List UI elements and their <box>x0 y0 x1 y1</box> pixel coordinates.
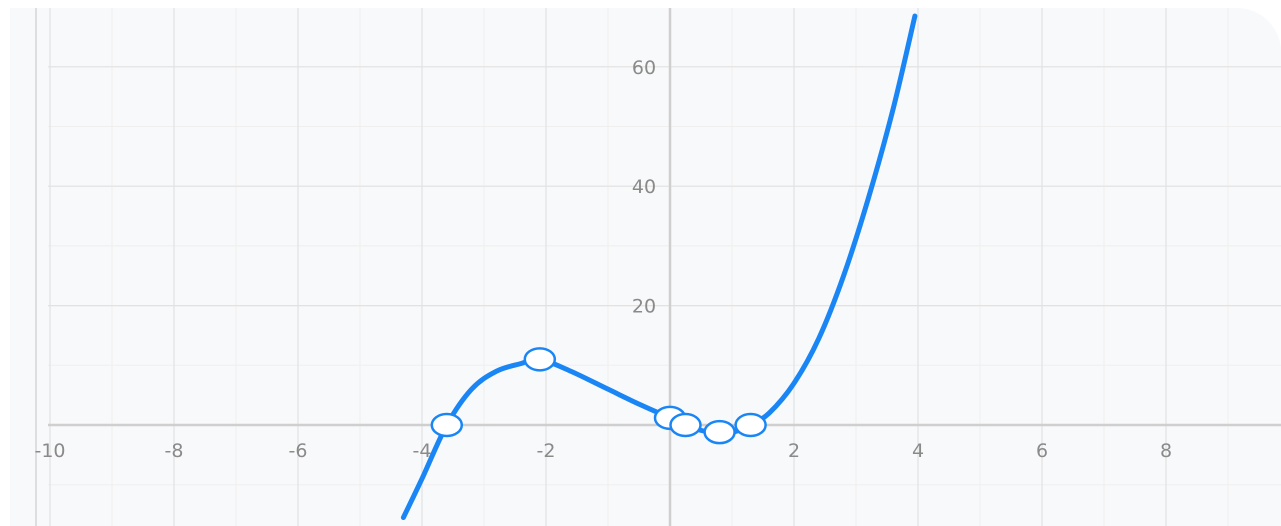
key-point-marker[interactable] <box>430 412 464 438</box>
y-tick-label: 20 <box>632 296 656 318</box>
y-tick-label: 40 <box>632 176 656 198</box>
x-tick-label: -8 <box>165 440 184 462</box>
key-point-marker[interactable] <box>703 419 736 445</box>
x-tick-label: -10 <box>34 440 65 462</box>
key-point-marker[interactable] <box>523 347 557 372</box>
y-tick-label: 60 <box>632 57 656 79</box>
x-tick-label: 4 <box>912 440 924 462</box>
x-tick-label: -2 <box>537 440 556 462</box>
x-tick-label: 6 <box>1036 440 1048 462</box>
function-curve[interactable] <box>400 13 918 521</box>
key-point-marker[interactable] <box>669 412 702 438</box>
key-point-marker[interactable] <box>734 412 767 438</box>
x-tick-label: -4 <box>413 440 432 462</box>
x-tick-label: 8 <box>1160 440 1172 462</box>
plot-area[interactable] <box>10 8 1281 526</box>
x-tick-label: 2 <box>788 440 800 462</box>
x-tick-label: -6 <box>289 440 308 462</box>
